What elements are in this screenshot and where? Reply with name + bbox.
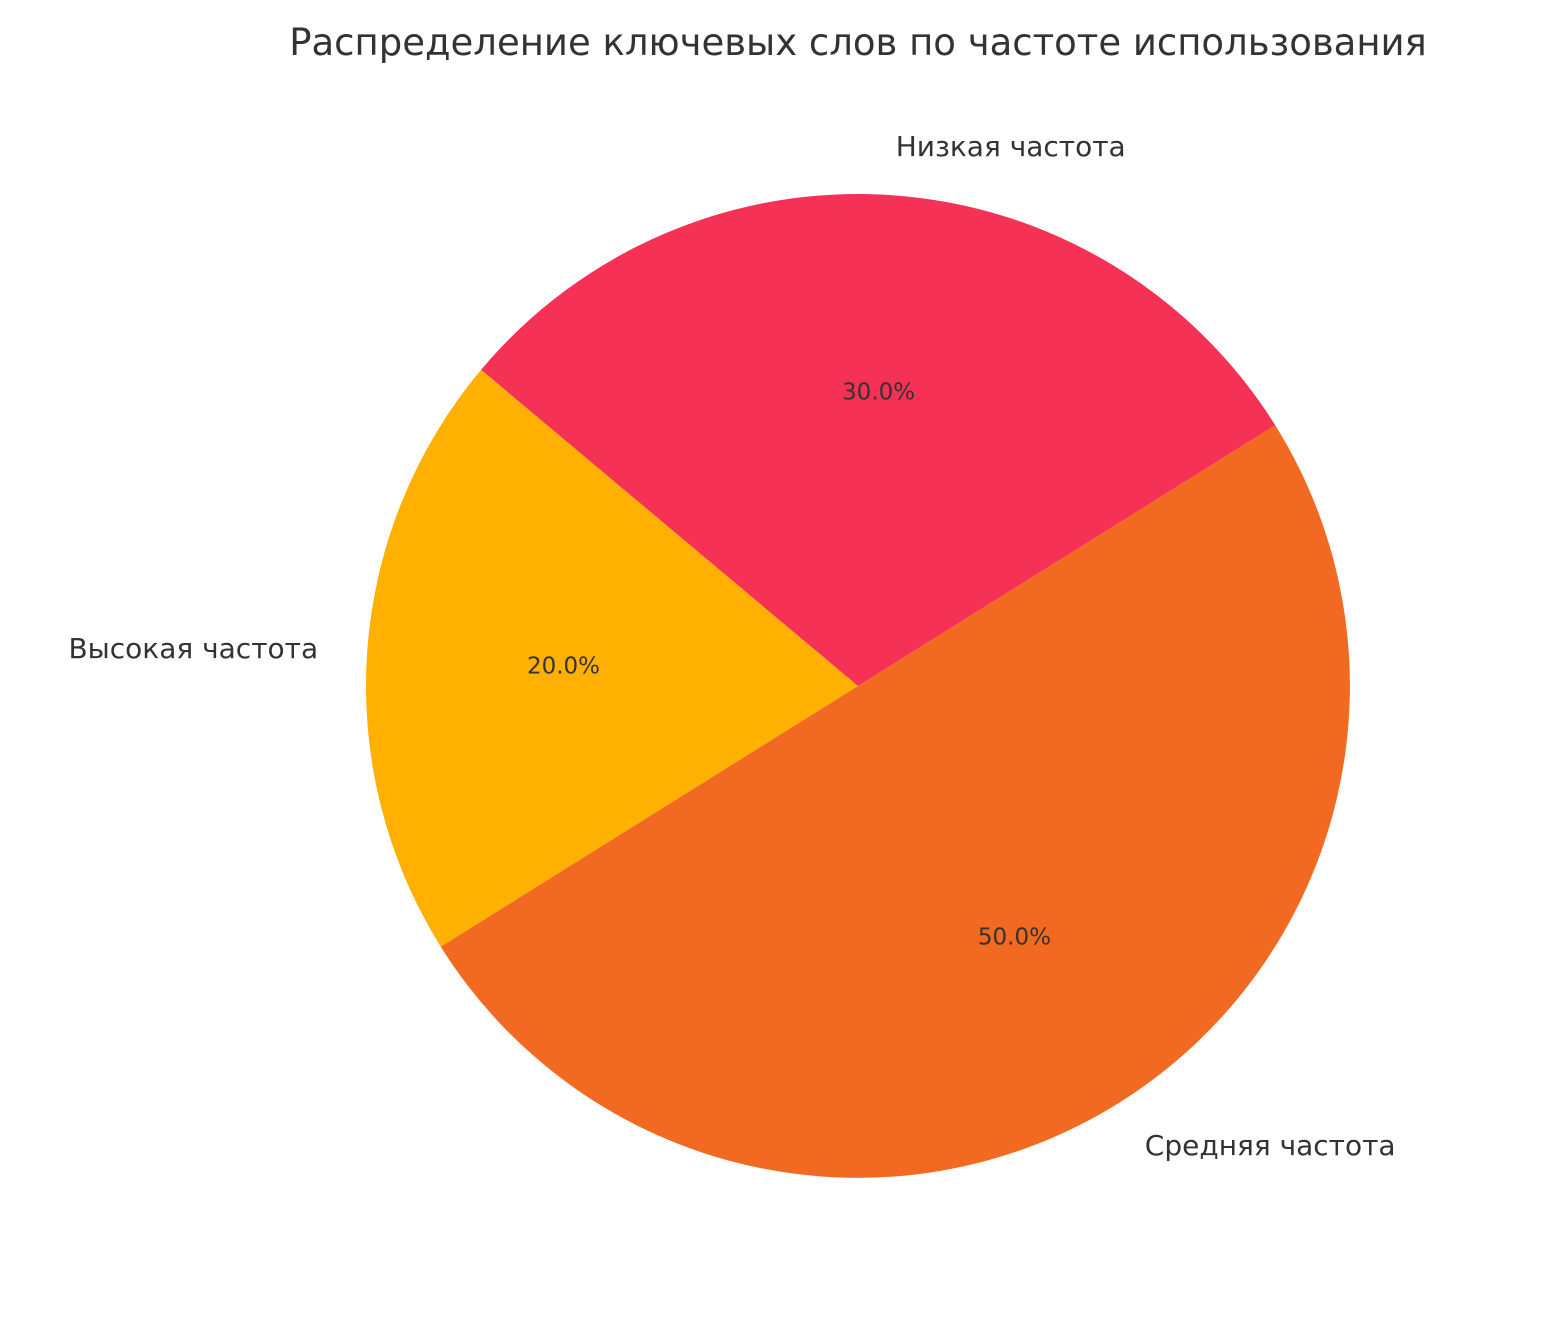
pie-slice-1 (365, 369, 858, 947)
slice-percent-label: 50.0% (978, 924, 1051, 950)
chart-title: Распределение ключевых слов по частоте и… (289, 21, 1427, 64)
pie-slice-3 (481, 194, 1276, 687)
slice-percent-label: 20.0% (527, 653, 600, 679)
slice-percent-label: 30.0% (842, 380, 915, 406)
slice-label: Высокая частота (68, 632, 318, 665)
slice-label: Средняя частота (1145, 1129, 1396, 1162)
slice-label: Низкая частота (896, 130, 1126, 163)
pie-slice-2 (440, 425, 1350, 1178)
